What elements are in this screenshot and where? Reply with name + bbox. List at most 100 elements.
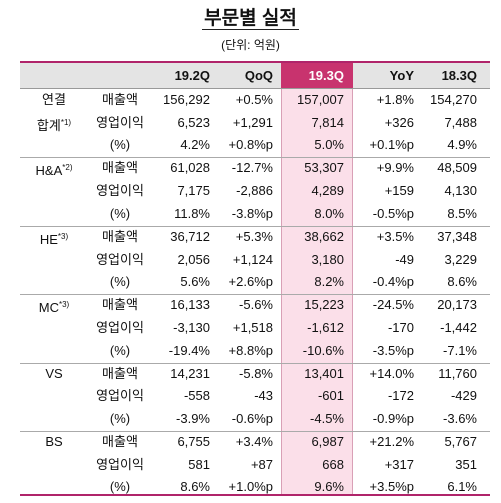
cell: -3.5%p: [372, 342, 414, 358]
cell: 15,223: [304, 297, 344, 313]
row-item: 영업이익: [96, 456, 144, 472]
cell: 6.1%: [447, 479, 477, 495]
cell: 11.8%: [174, 205, 210, 221]
cell: +0.1%p: [369, 137, 414, 153]
segment-label: H&A*2): [35, 163, 73, 179]
cell: -172: [387, 388, 414, 404]
segment-separator: [20, 157, 490, 159]
cell: 61,028: [170, 160, 210, 176]
cell: +87: [250, 456, 273, 472]
segment-label: BS: [45, 434, 63, 449]
cell: 4,289: [311, 183, 344, 199]
title-text: 부문별 실적: [202, 8, 299, 30]
cell: +1,518: [232, 319, 273, 335]
column-header: 19.3Q: [308, 68, 344, 83]
cell: 581: [188, 456, 210, 472]
segment-label: VS: [45, 365, 63, 381]
column-header: 19.2Q: [174, 68, 210, 83]
cell: -43: [254, 388, 273, 404]
row-item: (%): [109, 137, 131, 153]
cell: +21.2%: [369, 434, 414, 449]
cell: -10.6%: [302, 342, 344, 358]
cell: -2,886: [236, 183, 273, 199]
cell: -19.4%: [168, 342, 210, 358]
row-item: 매출액: [102, 434, 138, 449]
cell: -0.9%p: [372, 411, 414, 426]
cell: 14,231: [170, 365, 210, 381]
title: 부문별 실적: [0, 8, 501, 30]
cell: 2,056: [177, 251, 210, 267]
row-item: 영업이익: [96, 183, 144, 199]
bottom-border: [20, 494, 490, 496]
cell: 351: [455, 456, 477, 472]
cell: 8.6%: [180, 479, 210, 495]
footnote-mark: *1): [60, 117, 72, 127]
cell: 53,307: [304, 160, 344, 176]
top-border: [20, 61, 490, 63]
cell: -5.8%: [239, 365, 273, 381]
cell: 156,292: [163, 92, 210, 107]
column-header: QoQ: [244, 68, 273, 83]
cell: -1,442: [440, 319, 477, 335]
cell: -601: [317, 388, 344, 404]
cell: 13,401: [304, 365, 344, 381]
highlight-col: [281, 89, 353, 495]
cell: +1.0%p: [228, 479, 273, 495]
segment-label2: 합계*1): [36, 117, 72, 133]
cell: +2.6%p: [228, 274, 273, 290]
cell: 7,488: [444, 114, 477, 130]
cell: -3.9%: [176, 411, 210, 426]
row-item: (%): [109, 205, 131, 221]
cell: 4.9%: [447, 137, 477, 153]
cell: 5.6%: [180, 274, 210, 290]
cell: +1.8%: [376, 92, 414, 107]
cell: +8.8%p: [228, 342, 273, 358]
cell: 5,767: [444, 434, 477, 449]
highlight-head: [281, 63, 353, 88]
row-item: 영업이익: [96, 388, 144, 404]
row-item: 매출액: [102, 92, 138, 107]
column-header: 18.3Q: [441, 68, 477, 83]
cell: +0.8%p: [228, 137, 273, 153]
cell: +1,124: [232, 251, 273, 267]
segment-label: 연결: [42, 92, 66, 107]
cell: -3.8%p: [231, 205, 273, 221]
cell: 8.6%: [447, 274, 477, 290]
cell: +5.3%: [235, 228, 273, 244]
cell: -12.7%: [231, 160, 273, 176]
cell: +1,291: [232, 114, 273, 130]
cell: +3.4%: [235, 434, 273, 449]
segment-separator: [20, 225, 490, 227]
cell: 36,712: [170, 228, 210, 244]
segment-separator: [20, 294, 490, 296]
row-item: 매출액: [102, 228, 138, 244]
cell: +326: [384, 114, 414, 130]
cell: +159: [384, 183, 414, 199]
cell: 6,987: [311, 434, 344, 449]
cell: 8.0%: [314, 205, 344, 221]
cell: 4.2%: [180, 137, 210, 153]
segment-separator: [20, 362, 490, 364]
cell: -0.4%p: [372, 274, 414, 290]
cell: -24.5%: [372, 297, 414, 313]
cell: -558: [183, 388, 210, 404]
cell: 9.6%: [314, 479, 344, 495]
cell: 157,007: [297, 92, 344, 107]
cell: +9.9%: [376, 160, 414, 176]
cell: +3.5%p: [369, 479, 414, 495]
footnote-mark: *3): [57, 231, 69, 241]
cell: 154,270: [430, 92, 477, 107]
cell: 7,175: [177, 183, 210, 199]
cell: 38,662: [304, 228, 344, 244]
cell: 5.0%: [314, 137, 344, 153]
row-item: (%): [109, 411, 131, 426]
cell: -3.6%: [443, 411, 477, 426]
cell: -7.1%: [443, 342, 477, 358]
column-header: YoY: [389, 68, 414, 83]
segment-label: HE*3): [39, 231, 69, 247]
cell: -429: [450, 388, 477, 404]
cell: 6,523: [177, 114, 210, 130]
row-item: 매출액: [102, 297, 138, 313]
cell: -170: [387, 319, 414, 335]
